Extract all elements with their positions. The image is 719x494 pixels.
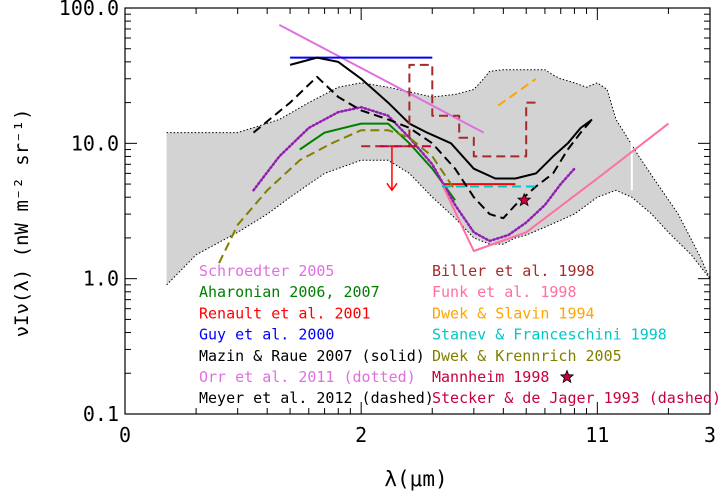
mannheim-star-marker [516, 192, 532, 207]
y-tick-label: 10.0 [71, 131, 119, 155]
band-upper-edge [166, 69, 711, 279]
series-dwek-slavin-1994 [497, 77, 537, 107]
x-axis-label: λ(μm) [384, 467, 447, 491]
series-biller-et-al-1998 [361, 63, 538, 158]
series-schroedter-2005 [278, 24, 485, 134]
upper-limit-arrow-head [386, 182, 398, 192]
y-axis-label: νIν(λ) (nW m⁻² sr⁻¹) [11, 109, 33, 338]
legend-entry-dwek-slavin-1994: Dwek & Slavin 1994 [432, 304, 595, 322]
series-orr-et-al-2011-dotted [252, 105, 576, 243]
series-funk-et-al-1998 [441, 122, 670, 252]
legend-entry-mazin-raue-2007-solid: Mazin & Raue 2007 (solid) [199, 347, 425, 365]
legend-entry-guy-et-al-2000: Guy et al. 2000 [199, 326, 334, 344]
series-mazin-raue-2007-solid [289, 56, 593, 180]
legend-entry-meyer-et-al-2012-dashed: Meyer et al. 2012 (dashed) [199, 389, 434, 407]
legend-entry-aharonian-2006-2007: Aharonian 2006, 2007 [199, 283, 380, 301]
x-tick-label: 2 [355, 423, 367, 447]
legend-entry-mannheim-1998: Mannheim 1998 [432, 368, 549, 386]
legend-entry-orr-et-al-2011-dotted: Orr et al. 2011 (dotted) [199, 368, 416, 386]
legend-entry-stanev-franceschini-1998: Stanev & Franceschini 1998 [432, 326, 667, 344]
legend-entry-stecker-de-jager-1993-dashed: Stecker & de Jager 1993 (dashed) [432, 389, 719, 407]
y-tick-label: 1.0 [83, 267, 119, 291]
legend-entry-biller-et-al-1998: Biller et al. 1998 [432, 262, 595, 280]
legend: Schroedter 2005 Aharonian 2006, 2007 Renau… [199, 262, 719, 407]
series-aharonian-2006-2007 [299, 122, 456, 201]
plot-area [166, 24, 711, 286]
y-tick-label: 100.0 [59, 0, 119, 20]
legend-entry-renault-et-al-2001: Renault et al. 2001 [199, 304, 371, 322]
series-dwek-krennrich-2005 [218, 129, 456, 264]
band-lower-edge [166, 159, 711, 286]
x-tick-label: 3 [704, 423, 716, 447]
legend-entry-dwek-krennrich-2005: Dwek & Krennrich 2005 [432, 347, 622, 365]
y-tick-label: 0.1 [83, 402, 119, 426]
x-tick-label: 0 [119, 423, 131, 447]
series-meyer-et-al-2012-dashed [252, 75, 593, 220]
plot-frame [124, 7, 711, 415]
legend-entry-schroedter-2005: Schroedter 2005 [199, 262, 334, 280]
legend-star-marker [559, 369, 575, 384]
x-tick-label: 11 [585, 423, 609, 447]
legend-entry-funk-et-al-1998: Funk et al. 1998 [432, 283, 577, 301]
axes: 0 2 11 3 0.1 1.0 10.0 100.0 [59, 0, 716, 447]
